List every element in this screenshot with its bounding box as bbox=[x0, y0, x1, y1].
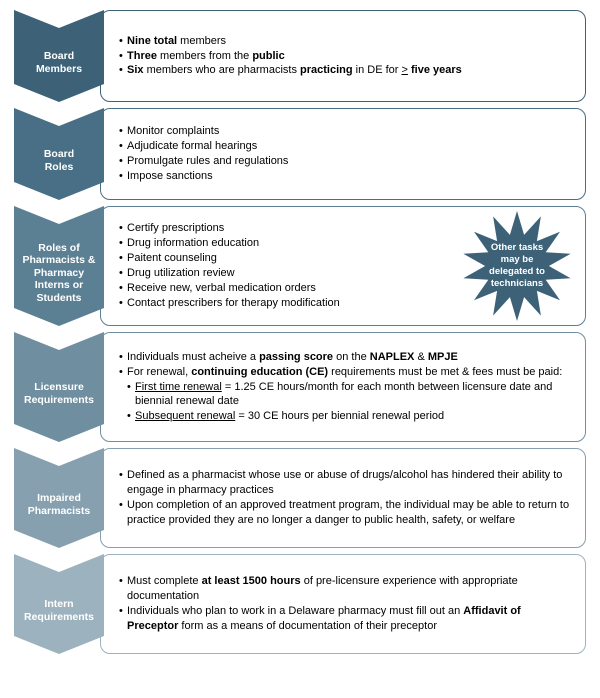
chevron-licensure: LicensureRequirements bbox=[14, 332, 104, 442]
chevron-roles_pharmacists: Roles ofPharmacists &PharmacyInterns orS… bbox=[14, 206, 104, 326]
section-impaired: ImpairedPharmacists Defined as a pharmaci… bbox=[14, 448, 586, 548]
bullet: For renewal, continuing education (CE) r… bbox=[119, 365, 573, 380]
chevron-label: BoardRoles bbox=[14, 108, 104, 200]
burst-text: Other tasksmay bedelegated totechnicians bbox=[477, 242, 557, 290]
bullet: Individuals must acheive a passing score… bbox=[119, 350, 573, 365]
chevron-label: LicensureRequirements bbox=[14, 332, 104, 442]
section-board_members: BoardMembersNine total membersThree memb… bbox=[14, 10, 586, 102]
bullet: Promulgate rules and regulations bbox=[119, 154, 573, 169]
content-impaired: Defined as a pharmacist whose use or abu… bbox=[100, 448, 586, 548]
chevron-label: Roles ofPharmacists &PharmacyInterns orS… bbox=[14, 206, 104, 326]
content-roles_pharmacists: Certify prescriptionsDrug information ed… bbox=[100, 206, 586, 326]
chevron-label: BoardMembers bbox=[14, 10, 104, 102]
bullet: First time renewal = 1.25 CE hours/month… bbox=[119, 380, 573, 410]
chevron-label: InternRequirements bbox=[14, 554, 104, 654]
chevron-impaired: ImpairedPharmacists bbox=[14, 448, 104, 548]
content-board_roles: Monitor complaintsAdjudicate formal hear… bbox=[100, 108, 586, 200]
bullet: Must complete at least 1500 hours of pre… bbox=[119, 574, 573, 604]
chevron-label: ImpairedPharmacists bbox=[14, 448, 104, 548]
bullet: Six members who are pharmacists practici… bbox=[119, 63, 573, 78]
chevron-board_members: BoardMembers bbox=[14, 10, 104, 102]
bullet: Upon completion of an approved treatment… bbox=[119, 498, 573, 528]
content-intern: Must complete at least 1500 hours of pre… bbox=[100, 554, 586, 654]
section-board_roles: BoardRolesMonitor complaintsAdjudicate f… bbox=[14, 108, 586, 200]
burst-callout: Other tasksmay bedelegated totechnicians bbox=[457, 211, 577, 321]
content-licensure: Individuals must acheive a passing score… bbox=[100, 332, 586, 442]
section-intern: InternRequirements Must complete at least… bbox=[14, 554, 586, 654]
bullet: Impose sanctions bbox=[119, 169, 573, 184]
chevron-intern: InternRequirements bbox=[14, 554, 104, 654]
section-roles_pharmacists: Roles ofPharmacists &PharmacyInterns orS… bbox=[14, 206, 586, 326]
chevron-board_roles: BoardRoles bbox=[14, 108, 104, 200]
bullet: Adjudicate formal hearings bbox=[119, 139, 573, 154]
content-board_members: Nine total membersThree members from the… bbox=[100, 10, 586, 102]
bullet: Individuals who plan to work in a Delawa… bbox=[119, 604, 573, 634]
bullet: Monitor complaints bbox=[119, 124, 573, 139]
section-licensure: LicensureRequirements Individuals must ac… bbox=[14, 332, 586, 442]
infographic-container: BoardMembersNine total membersThree memb… bbox=[14, 10, 586, 654]
bullet: Subsequent renewal = 30 CE hours per bie… bbox=[119, 409, 573, 424]
bullet: Nine total members bbox=[119, 34, 573, 49]
bullet: Three members from the public bbox=[119, 49, 573, 64]
bullet: Defined as a pharmacist whose use or abu… bbox=[119, 468, 573, 498]
